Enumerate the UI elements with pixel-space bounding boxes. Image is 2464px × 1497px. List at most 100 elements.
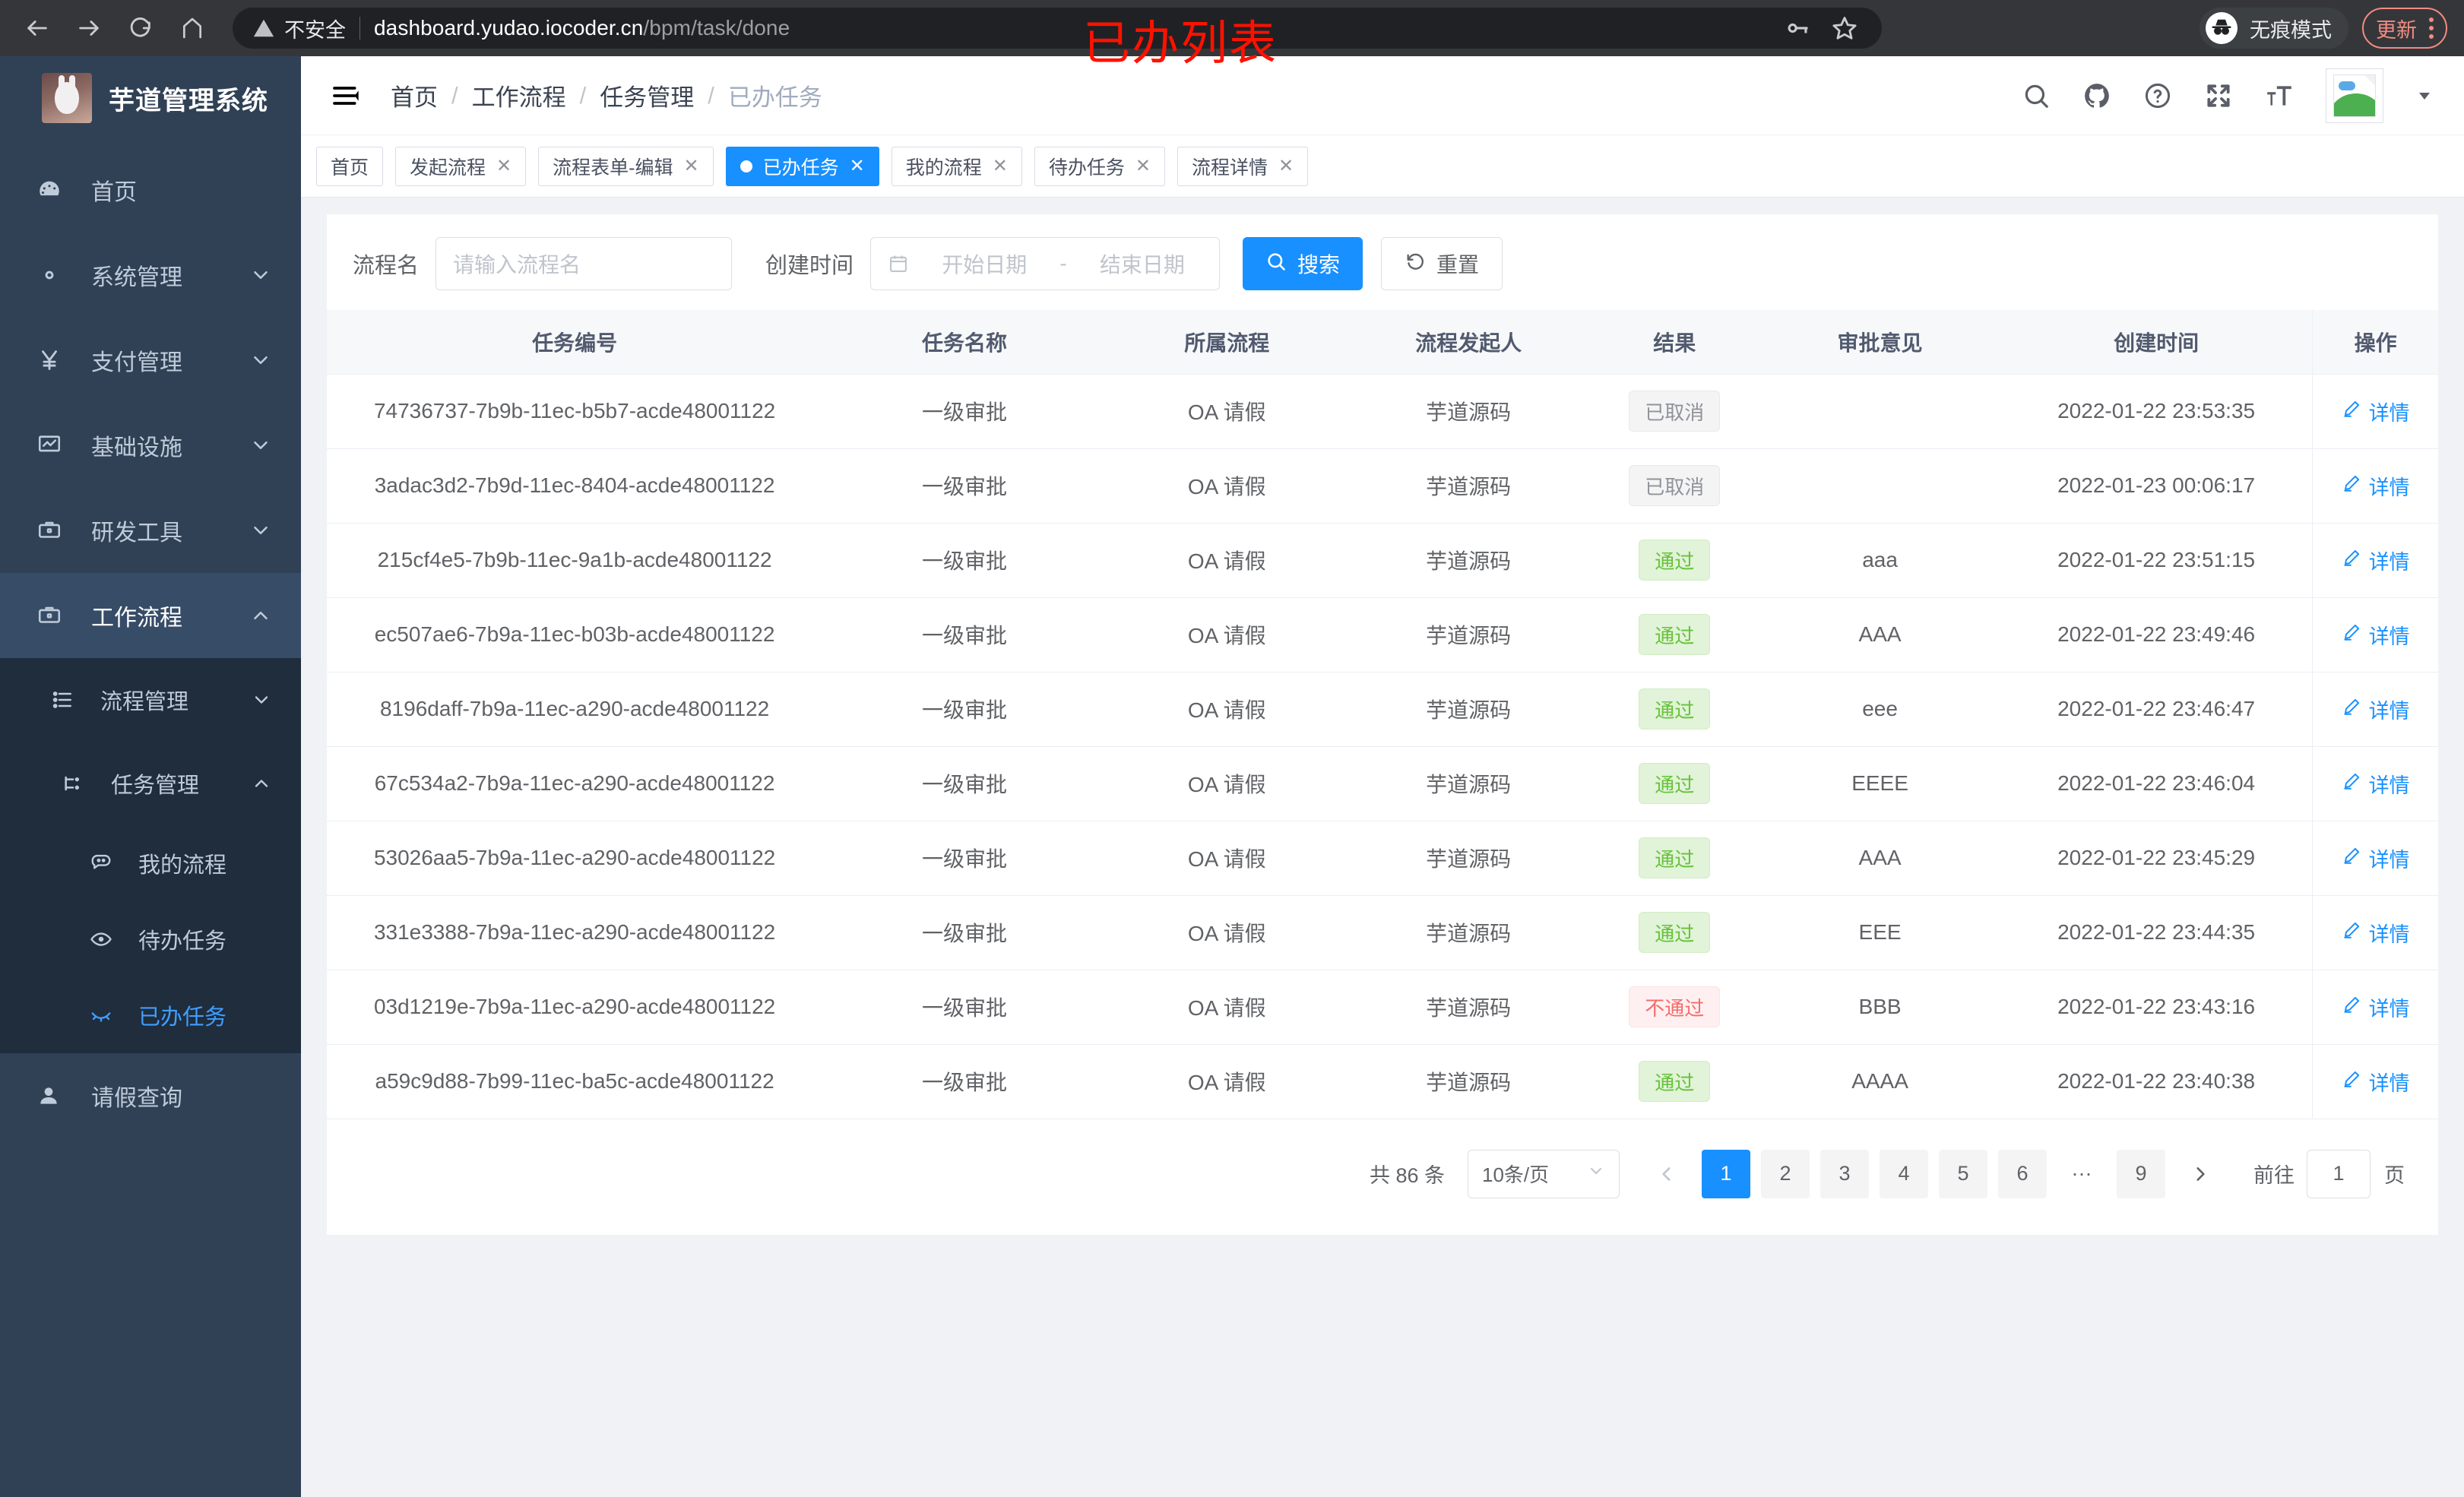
cell-comment: BBB [1759, 970, 2001, 1045]
breadcrumb-item[interactable]: 工作流程 [471, 84, 566, 111]
detail-link[interactable]: 详情 [2342, 769, 2410, 799]
pagination-page-button[interactable]: 3 [1820, 1149, 1869, 1198]
forward-button[interactable] [65, 5, 112, 52]
tab-done-tasks[interactable]: 已办任务 ✕ [725, 146, 879, 186]
search-button[interactable]: 搜索 [1243, 237, 1363, 290]
password-key-icon[interactable] [1785, 15, 1810, 41]
sidebar-item-process-management[interactable]: 流程管理 [0, 658, 301, 742]
edit-icon [2342, 771, 2361, 796]
sidebar-item-done-tasks[interactable]: 已办任务 [0, 977, 301, 1053]
detail-link[interactable]: 详情 [2342, 471, 2410, 501]
detail-link[interactable]: 详情 [2342, 918, 2410, 948]
browser-right-actions: 无痕模式 更新 [2200, 8, 2464, 49]
cell-created: 2022-01-22 23:43:16 [2000, 970, 2313, 1045]
pagination-ellipsis[interactable]: ··· [2071, 1162, 2092, 1185]
incognito-indicator[interactable]: 无痕模式 [2200, 8, 2348, 49]
pagination-page-button[interactable]: 2 [1761, 1149, 1810, 1198]
tab-start-process[interactable]: 发起流程 ✕ [395, 146, 527, 186]
table-row[interactable]: a59c9d88-7b99-11ec-ba5c-acde48001122 一级审批… [327, 1044, 2438, 1119]
close-icon[interactable]: ✕ [992, 155, 1008, 176]
process-name-input[interactable]: 请输入流程名 [435, 237, 733, 290]
tab-process-detail[interactable]: 流程详情 ✕ [1177, 146, 1309, 186]
pagination-jump-input[interactable]: 1 [2307, 1149, 2371, 1198]
sidebar-item-workflow[interactable]: 工作流程 [0, 573, 301, 658]
reset-button[interactable]: 重置 [1381, 237, 1503, 290]
close-icon[interactable]: ✕ [849, 155, 865, 176]
sidebar-item-todo-tasks[interactable]: 待办任务 [0, 901, 301, 977]
avatar[interactable] [2326, 68, 2383, 123]
detail-link[interactable]: 详情 [2342, 397, 2410, 426]
column-header-task-name[interactable]: 任务名称 [822, 310, 1107, 375]
table-row[interactable]: 03d1219e-7b9a-11ec-a290-acde48001122 一级审批… [327, 970, 2438, 1045]
table-row[interactable]: 331e3388-7b9a-11ec-a290-acde48001122 一级审批… [327, 895, 2438, 970]
sidebar-item-my-processes[interactable]: 我的流程 [0, 825, 301, 901]
font-size-icon[interactable] [2265, 81, 2294, 110]
column-header-created[interactable]: 创建时间 [2000, 310, 2313, 375]
breadcrumb-item[interactable]: 任务管理 [600, 84, 695, 111]
back-button[interactable] [14, 5, 61, 52]
column-header-result[interactable]: 结果 [1589, 310, 1760, 375]
brand[interactable]: 芋道管理系统 [0, 56, 301, 140]
table-row[interactable]: 67c534a2-7b9a-11ec-a290-acde48001122 一级审批… [327, 746, 2438, 821]
close-icon[interactable]: ✕ [1135, 155, 1151, 176]
pagination-page-button[interactable]: 9 [2117, 1149, 2165, 1198]
address-bar[interactable]: 不安全 dashboard.yudao.iocoder.cn/bpm/task/… [233, 8, 1882, 49]
home-button[interactable] [169, 5, 216, 52]
pagination-total: 共 86 条 [1369, 1164, 1445, 1187]
eye-icon [90, 928, 125, 951]
pagination-prev-button[interactable] [1642, 1150, 1691, 1198]
detail-link[interactable]: 详情 [2342, 695, 2410, 724]
tab-my-processes[interactable]: 我的流程 ✕ [891, 146, 1022, 186]
tab-todo-tasks[interactable]: 待办任务 ✕ [1034, 146, 1165, 186]
close-icon[interactable]: ✕ [683, 155, 699, 176]
sidebar-item-home[interactable]: 首页 [0, 147, 301, 233]
sidebar-item-payment-management[interactable]: 支付管理 [0, 318, 301, 403]
reload-button[interactable] [117, 5, 164, 52]
table-row[interactable]: 8196daff-7b9a-11ec-a290-acde48001122 一级审批… [327, 672, 2438, 747]
close-icon[interactable]: ✕ [496, 155, 512, 176]
chrome-menu-icon[interactable] [2429, 17, 2434, 39]
cell-process: OA 请假 [1106, 374, 1348, 449]
close-icon[interactable]: ✕ [1278, 155, 1294, 176]
update-button[interactable]: 更新 [2362, 8, 2447, 49]
column-header-initiator[interactable]: 流程发起人 [1347, 310, 1590, 375]
detail-link[interactable]: 详情 [2342, 546, 2410, 575]
create-time-range-picker[interactable]: 开始日期 - 结束日期 [870, 237, 1221, 290]
sidebar-item-dev-tools[interactable]: 研发工具 [0, 488, 301, 573]
table-row[interactable]: 74736737-7b9b-11ec-b5b7-acde48001122 一级审批… [327, 374, 2438, 449]
sidebar-item-task-management[interactable]: 任务管理 [0, 742, 301, 825]
tab-home[interactable]: 首页 [316, 146, 384, 186]
table-row[interactable]: 215cf4e5-7b9b-11ec-9a1b-acde48001122 一级审批… [327, 523, 2438, 598]
bookmark-star-icon[interactable] [1832, 15, 1858, 41]
page-size-select[interactable]: 10条/页 [1468, 1149, 1620, 1198]
edit-icon [2342, 1069, 2361, 1094]
help-icon[interactable] [2143, 81, 2172, 110]
search-icon[interactable] [2022, 81, 2051, 110]
sidebar-item-leave-query[interactable]: 请假查询 [0, 1053, 301, 1138]
column-header-process[interactable]: 所属流程 [1106, 310, 1348, 375]
detail-link[interactable]: 详情 [2342, 992, 2410, 1022]
detail-link[interactable]: 详情 [2342, 620, 2410, 650]
breadcrumb-item[interactable]: 首页 [391, 84, 438, 111]
pagination-page-button[interactable]: 5 [1939, 1149, 1987, 1198]
pagination-page-button[interactable]: 6 [1998, 1149, 2047, 1198]
fullscreen-icon[interactable] [2204, 81, 2233, 110]
column-header-comment[interactable]: 审批意见 [1759, 310, 2001, 375]
table-row[interactable]: 3adac3d2-7b9d-11ec-8404-acde48001122 一级审批… [327, 448, 2438, 524]
pagination-next-button[interactable] [2176, 1150, 2225, 1198]
github-icon[interactable] [2082, 81, 2111, 110]
pagination-page-button[interactable]: 1 [1702, 1149, 1750, 1198]
cell-initiator: 芋道源码 [1347, 821, 1590, 896]
detail-link[interactable]: 详情 [2342, 843, 2410, 873]
sidebar-toggle-icon[interactable] [328, 78, 363, 113]
column-header-task-id[interactable]: 任务编号 [327, 310, 823, 375]
chevron-down-icon[interactable] [2415, 87, 2434, 105]
pagination-page-button[interactable]: 4 [1880, 1149, 1928, 1198]
sidebar-item-infrastructure[interactable]: 基础设施 [0, 403, 301, 488]
tab-process-form-edit[interactable]: 流程表单-编辑 ✕ [538, 146, 714, 186]
sidebar-item-system-management[interactable]: 系统管理 [0, 233, 301, 318]
cell-comment: EEE [1759, 895, 2001, 970]
detail-link[interactable]: 详情 [2342, 1067, 2410, 1097]
table-row[interactable]: ec507ae6-7b9a-11ec-b03b-acde48001122 一级审批… [327, 597, 2438, 673]
table-row[interactable]: 53026aa5-7b9a-11ec-a290-acde48001122 一级审批… [327, 821, 2438, 896]
